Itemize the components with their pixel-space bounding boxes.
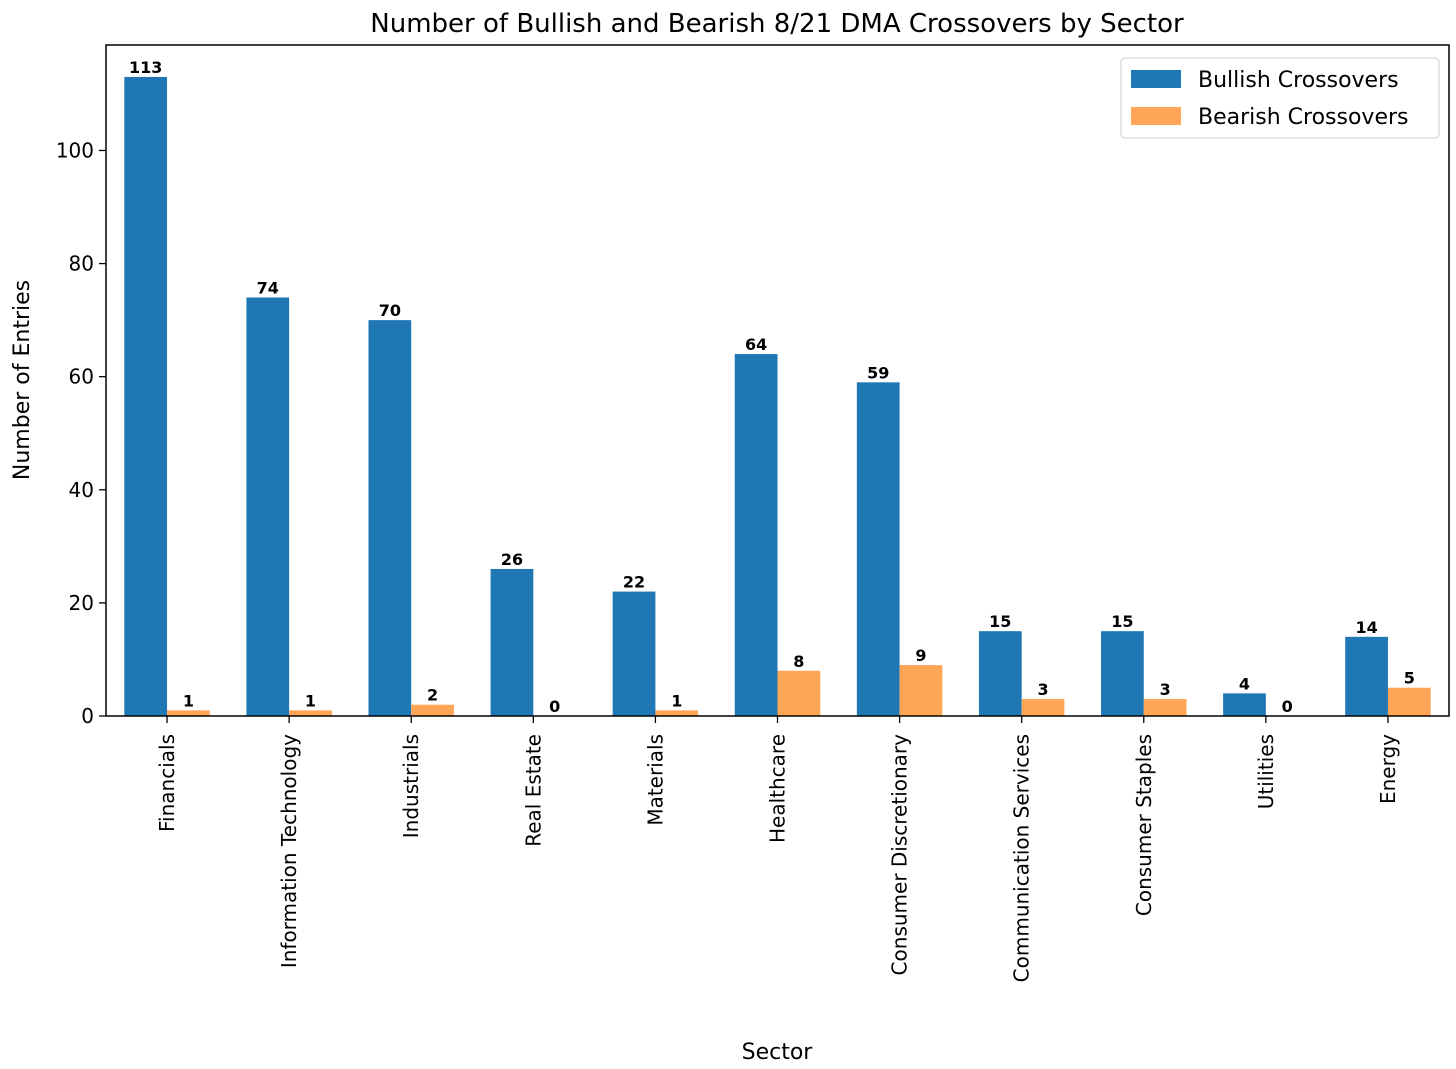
y-tick-label-1: 20 xyxy=(69,591,94,615)
bar-label-bullish-2: 70 xyxy=(379,301,401,320)
bar-bullish-7 xyxy=(978,631,1022,716)
bar-label-bullish-6: 59 xyxy=(867,363,889,382)
x-tick-label-9: Utilities xyxy=(1254,734,1278,809)
bar-bullish-9 xyxy=(1223,693,1266,716)
bar-bullish-6 xyxy=(856,382,900,716)
x-tick-label-0: Financials xyxy=(155,734,179,832)
legend-label-bullish: Bullish Crossovers xyxy=(1198,68,1399,93)
bar-label-bearish-9: 0 xyxy=(1282,697,1293,716)
bars-group xyxy=(124,76,1431,716)
bar-label-bullish-5: 64 xyxy=(745,335,767,354)
bar-label-bearish-10: 5 xyxy=(1404,669,1415,688)
x-tick-label-8: Consumer Staples xyxy=(1132,734,1156,916)
bar-labels-group: 113 1 74 1 70 2 26 0 22 1 64 8 59 9 15 3 15 3 4 0 14 5 xyxy=(129,58,1415,716)
bar-label-bearish-1: 1 xyxy=(305,691,316,710)
axes-group: Financials Information Technology Industri… xyxy=(56,44,1450,982)
bar-label-bearish-8: 3 xyxy=(1160,680,1171,699)
bar-bearish-8 xyxy=(1143,699,1187,716)
chart-title: Number of Bullish and Bearish 8/21 DMA C… xyxy=(370,9,1184,39)
bar-bullish-8 xyxy=(1101,631,1144,716)
bar-label-bearish-6: 9 xyxy=(915,646,926,665)
bar-bearish-5 xyxy=(777,670,821,716)
y-tick-label-2: 40 xyxy=(69,478,94,502)
y-tick-label-0: 0 xyxy=(81,704,94,728)
bar-bullish-4 xyxy=(612,591,656,716)
bar-bullish-10 xyxy=(1345,636,1388,716)
bar-label-bullish-10: 14 xyxy=(1355,618,1377,637)
bar-label-bearish-4: 1 xyxy=(671,691,682,710)
bar-bearish-2 xyxy=(411,704,454,716)
x-tick-label-1: Information Technology xyxy=(277,734,301,968)
legend-swatch-bearish xyxy=(1131,107,1181,125)
bar-bullish-2 xyxy=(368,320,412,716)
x-tick-label-4: Materials xyxy=(643,734,667,826)
y-tick-label-4: 80 xyxy=(69,252,94,276)
x-tick-label-5: Healthcare xyxy=(766,734,790,843)
bar-label-bullish-1: 74 xyxy=(257,279,279,298)
bar-label-bullish-3: 26 xyxy=(501,550,523,569)
plot-frame xyxy=(105,44,1450,717)
x-tick-label-10: Energy xyxy=(1376,734,1400,804)
bar-bullish-0 xyxy=(124,76,168,716)
bar-bearish-6 xyxy=(899,665,943,716)
bar-bearish-7 xyxy=(1021,699,1065,716)
bar-label-bearish-0: 1 xyxy=(183,691,194,710)
bar-bearish-1 xyxy=(289,710,332,716)
bar-label-bullish-9: 4 xyxy=(1239,674,1250,693)
bar-label-bullish-4: 22 xyxy=(623,573,645,592)
bar-bearish-10 xyxy=(1387,687,1431,716)
bar-bullish-3 xyxy=(490,568,534,716)
bar-bearish-4 xyxy=(655,710,699,716)
legend: Bullish Crossovers Bearish Crossovers xyxy=(1120,57,1440,139)
x-tick-label-6: Consumer Discretionary xyxy=(888,734,912,976)
bar-label-bearish-5: 8 xyxy=(793,652,804,671)
x-tick-label-7: Communication Services xyxy=(1010,734,1034,982)
bar-label-bearish-7: 3 xyxy=(1037,680,1048,699)
legend-label-bearish: Bearish Crossovers xyxy=(1198,105,1409,130)
bar-bullish-1 xyxy=(246,297,290,716)
bar-label-bearish-2: 2 xyxy=(427,686,438,705)
bar-bullish-5 xyxy=(734,354,778,716)
legend-swatch-bullish xyxy=(1131,70,1181,88)
bar-bearish-0 xyxy=(167,710,210,716)
y-tick-label-5: 100 xyxy=(56,138,94,162)
x-tick-label-2: Industrials xyxy=(399,734,423,838)
x-tick-label-3: Real Estate xyxy=(521,734,545,847)
y-tick-label-3: 60 xyxy=(69,365,94,389)
bar-label-bullish-7: 15 xyxy=(989,612,1011,631)
bar-label-bullish-0: 113 xyxy=(129,58,162,77)
bar-label-bearish-3: 0 xyxy=(549,697,560,716)
bar-label-bullish-8: 15 xyxy=(1111,612,1133,631)
y-axis-label: Number of Entries xyxy=(10,280,35,480)
x-axis-label: Sector xyxy=(742,1040,814,1065)
legend-frame xyxy=(1120,57,1440,139)
